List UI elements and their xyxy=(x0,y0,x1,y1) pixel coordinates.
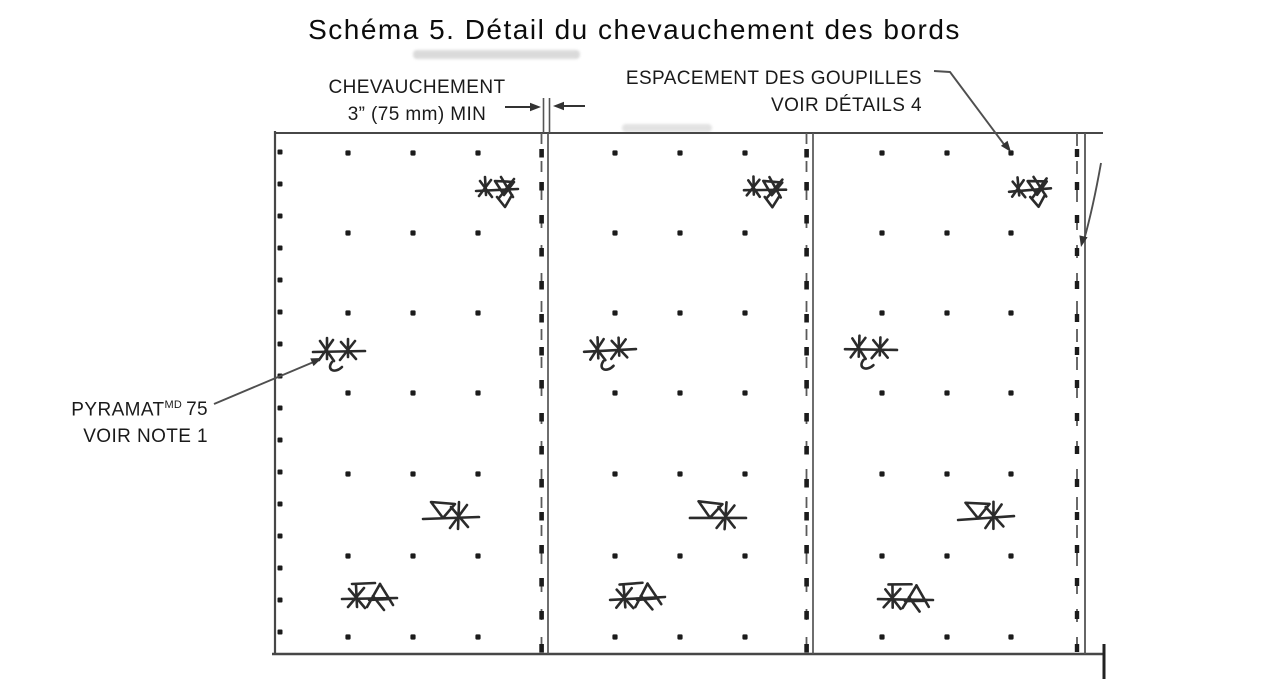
seam-line-1 xyxy=(539,133,549,654)
seam-line-2 xyxy=(804,133,814,654)
pin-symbol xyxy=(956,500,1016,531)
pin-symbol xyxy=(1007,175,1053,209)
overlap-label-line1: CHEVAUCHEMENT xyxy=(328,77,506,98)
pin-symbol xyxy=(582,336,638,371)
diagram-title: Schéma 5. Détail du chevauchement des bo… xyxy=(308,14,961,45)
material-number: 75 xyxy=(186,399,208,421)
pin-symbol xyxy=(474,175,520,209)
material-label: PYRAMATMD 75 VOIR NOTE 1 xyxy=(0,392,208,450)
material-name: PYRAMAT xyxy=(71,399,165,421)
panel-borders xyxy=(272,131,1106,679)
pin-dot-grid xyxy=(345,150,1014,640)
pin-symbol xyxy=(688,499,748,531)
pin-symbol xyxy=(608,581,667,611)
pin-symbol xyxy=(876,582,935,613)
pin-symbol xyxy=(340,581,399,612)
overlap-label: CHEVAUCHEMENT 3” (75 mm) MIN xyxy=(322,74,512,128)
pin-symbol xyxy=(311,336,367,372)
leader-lines xyxy=(213,70,1102,405)
pin-symbol xyxy=(421,500,481,531)
pin-spacing-label: ESPACEMENT DES GOUPILLES VOIR DÉTAILS 4 xyxy=(542,65,922,119)
anchor-pin-symbols xyxy=(311,175,1053,613)
overlap-label-line2: 3” (75 mm) MIN xyxy=(347,104,487,125)
overlap-gap-ticks xyxy=(542,98,551,133)
overlap-dimension-arrows xyxy=(505,101,585,112)
pin-symbol xyxy=(742,175,788,209)
material-label-line2: VOIR NOTE 1 xyxy=(83,426,208,448)
pin-spacing-label-line2: VOIR DÉTAILS 4 xyxy=(771,95,922,116)
left-edge-pin-dots xyxy=(277,149,283,635)
seam-line-right-edge xyxy=(1074,133,1086,654)
material-label-line1: PYRAMATMD 75 xyxy=(0,392,208,423)
material-superscript: MD xyxy=(164,399,183,411)
faded-print-artifact xyxy=(622,124,712,132)
pin-spacing-label-line1: ESPACEMENT DES GOUPILLES xyxy=(625,68,922,89)
faded-print-artifact xyxy=(413,50,580,59)
pin-symbol xyxy=(843,334,899,370)
